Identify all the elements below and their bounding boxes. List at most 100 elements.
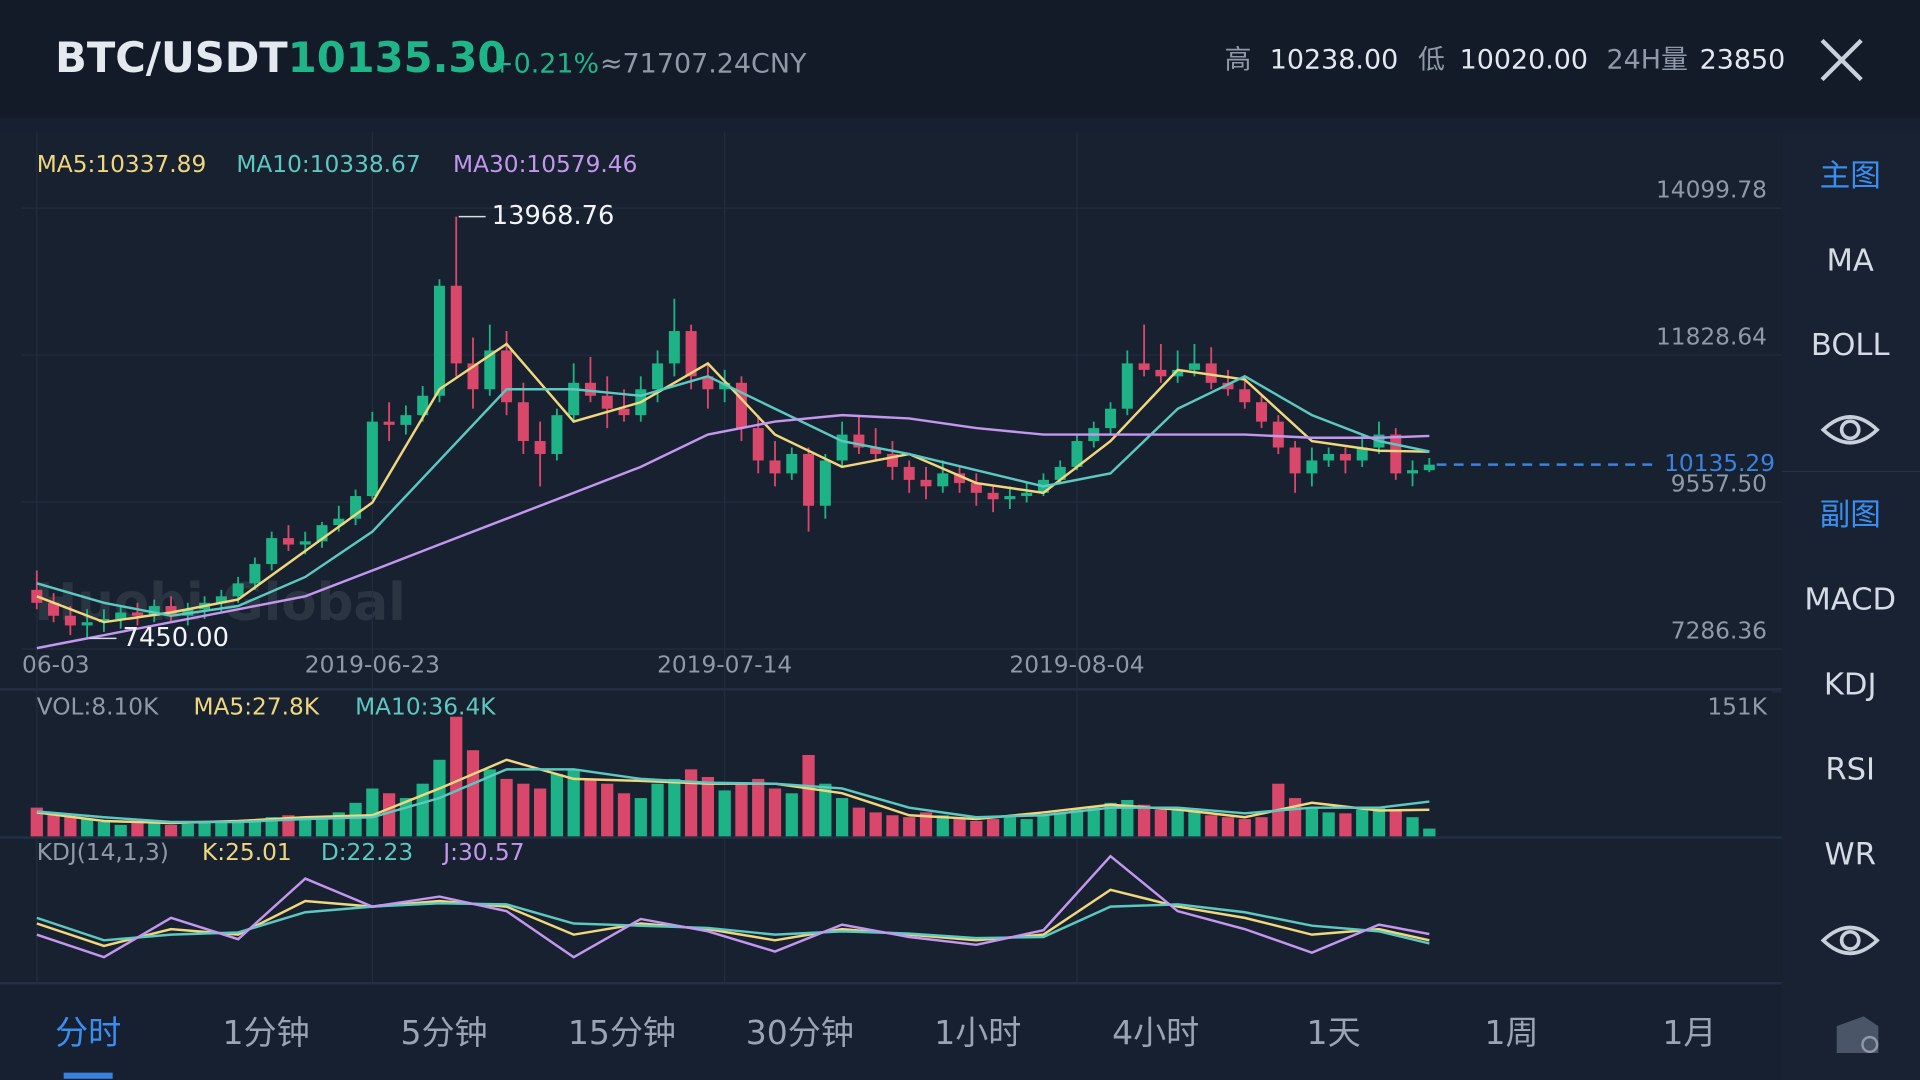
volume-bar [1171,807,1184,837]
candle-body [853,434,865,448]
candle-body [719,382,731,390]
tab[interactable]: 1小时 [934,1013,1021,1052]
volume-bar [1087,807,1100,837]
candle-body [417,395,429,416]
volume-bar [1188,811,1201,837]
candle-body [601,395,613,409]
candle-body [501,350,513,403]
candle-body [1239,389,1251,403]
candle-body [886,453,898,467]
legend-entry: MA10:10338.67 [236,151,420,178]
volume-bar [533,788,547,837]
eye-icon[interactable] [1820,415,1880,445]
volume-bar [1070,809,1084,837]
volume-bar [584,778,597,837]
candle-body [1407,470,1419,474]
volume-bar [919,812,933,837]
candle-body [1188,363,1200,370]
candle-body [232,583,244,597]
volume-bar [802,754,815,837]
volume-bar [97,821,111,837]
volume-bar [483,769,496,837]
eye-icon[interactable] [1820,925,1880,955]
volume-bar [366,788,379,837]
chart: Huobi Global 7286.369557.5011828.6414099.… [0,132,1782,985]
tab[interactable]: 分时 [55,1013,121,1052]
candle-body [769,460,781,474]
volume-bar [1305,807,1318,837]
volume-bar [1154,809,1167,837]
candle-body [987,492,999,500]
candle-body [702,376,714,390]
menu-item[interactable]: MA [1827,244,1874,279]
close-button[interactable] [1820,38,1863,82]
menu-title: 主图 [1820,159,1881,194]
cny-price: ≈71707.24CNY [600,48,807,79]
candle-body [64,615,76,626]
tab[interactable]: 30分钟 [746,1013,854,1052]
candle-body [1390,434,1402,474]
volume-bar [164,824,178,837]
candle-body [819,460,831,506]
side-panel [1781,132,1920,1080]
current-price-label: 10135.29 [1664,450,1775,477]
volume-bar [64,817,77,837]
volume-bar [1255,817,1268,837]
candle-body [484,350,496,390]
candle-body [652,363,664,390]
volume-bar [248,819,262,837]
candle-body [1105,408,1117,429]
volume-bar [785,793,798,837]
candle-body [467,363,479,390]
volume-bar [701,776,715,837]
low-label: 低 [1418,45,1445,76]
candle-body [1323,453,1335,461]
low-value: 10020.00 [1460,45,1588,76]
candle-body [249,563,261,584]
tab[interactable]: 1周 [1484,1013,1538,1052]
volume-bar [1372,807,1386,837]
settings-icon[interactable] [1836,1016,1879,1054]
y-tick-label: 14099.78 [1656,176,1767,203]
candle-body [450,285,462,364]
menu-item[interactable]: BOLL [1811,328,1890,363]
indicator-line [36,374,1430,618]
volume-bar [232,821,245,837]
candle-body [1339,453,1351,461]
menu-item[interactable]: MACD [1804,583,1896,618]
candle-body [1172,369,1184,377]
side-menu: 主图 MA BOLL 副图 MACD KDJ RSI WR [1804,159,1896,872]
tab[interactable]: 1分钟 [223,1013,310,1052]
candle-body [165,606,177,616]
legend-entry: MA30:10579.46 [453,151,637,178]
tab[interactable]: 15分钟 [568,1013,676,1052]
menu-item[interactable]: KDJ [1824,668,1877,703]
candle-body [1205,363,1217,383]
menu-item[interactable]: WR [1824,837,1876,872]
candle-body [131,612,143,616]
header-bar [0,0,1920,118]
indicator-line [36,854,1430,959]
volume-bar [718,790,731,837]
tab[interactable]: 1天 [1307,1013,1361,1052]
candle-body [568,382,580,416]
tab[interactable]: 1月 [1662,1013,1716,1052]
candle-body [1138,363,1150,370]
candle-body [920,479,932,487]
menu-item[interactable]: RSI [1825,752,1875,787]
tab[interactable]: 4小时 [1112,1013,1199,1052]
candle-body [584,382,596,396]
volume-bar [903,817,916,837]
volume-bar [131,821,144,837]
legend-label: VOL:8.10K [37,693,159,720]
tab-indicator [63,1072,113,1079]
candle-body [98,618,110,623]
candle-body [1289,447,1301,474]
volume-bar [517,783,530,837]
volume-bar [466,750,480,837]
candle-body [1054,466,1066,480]
candle-body [937,473,949,487]
tab[interactable]: 5分钟 [400,1013,487,1052]
x-tick-label: 2019-06-23 [305,652,440,679]
